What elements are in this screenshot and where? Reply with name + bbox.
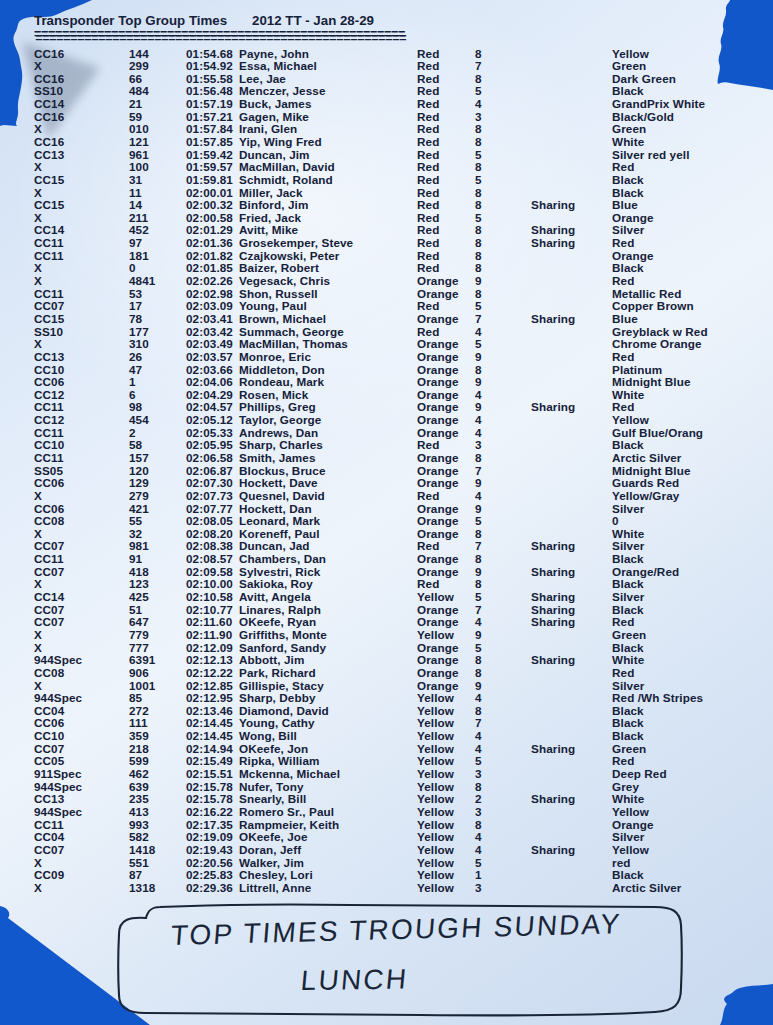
svg-text:TOP TIMES TROUGH SUNDAY: TOP TIMES TROUGH SUNDAY: [170, 908, 623, 951]
svg-text:LUNCH: LUNCH: [299, 964, 409, 996]
